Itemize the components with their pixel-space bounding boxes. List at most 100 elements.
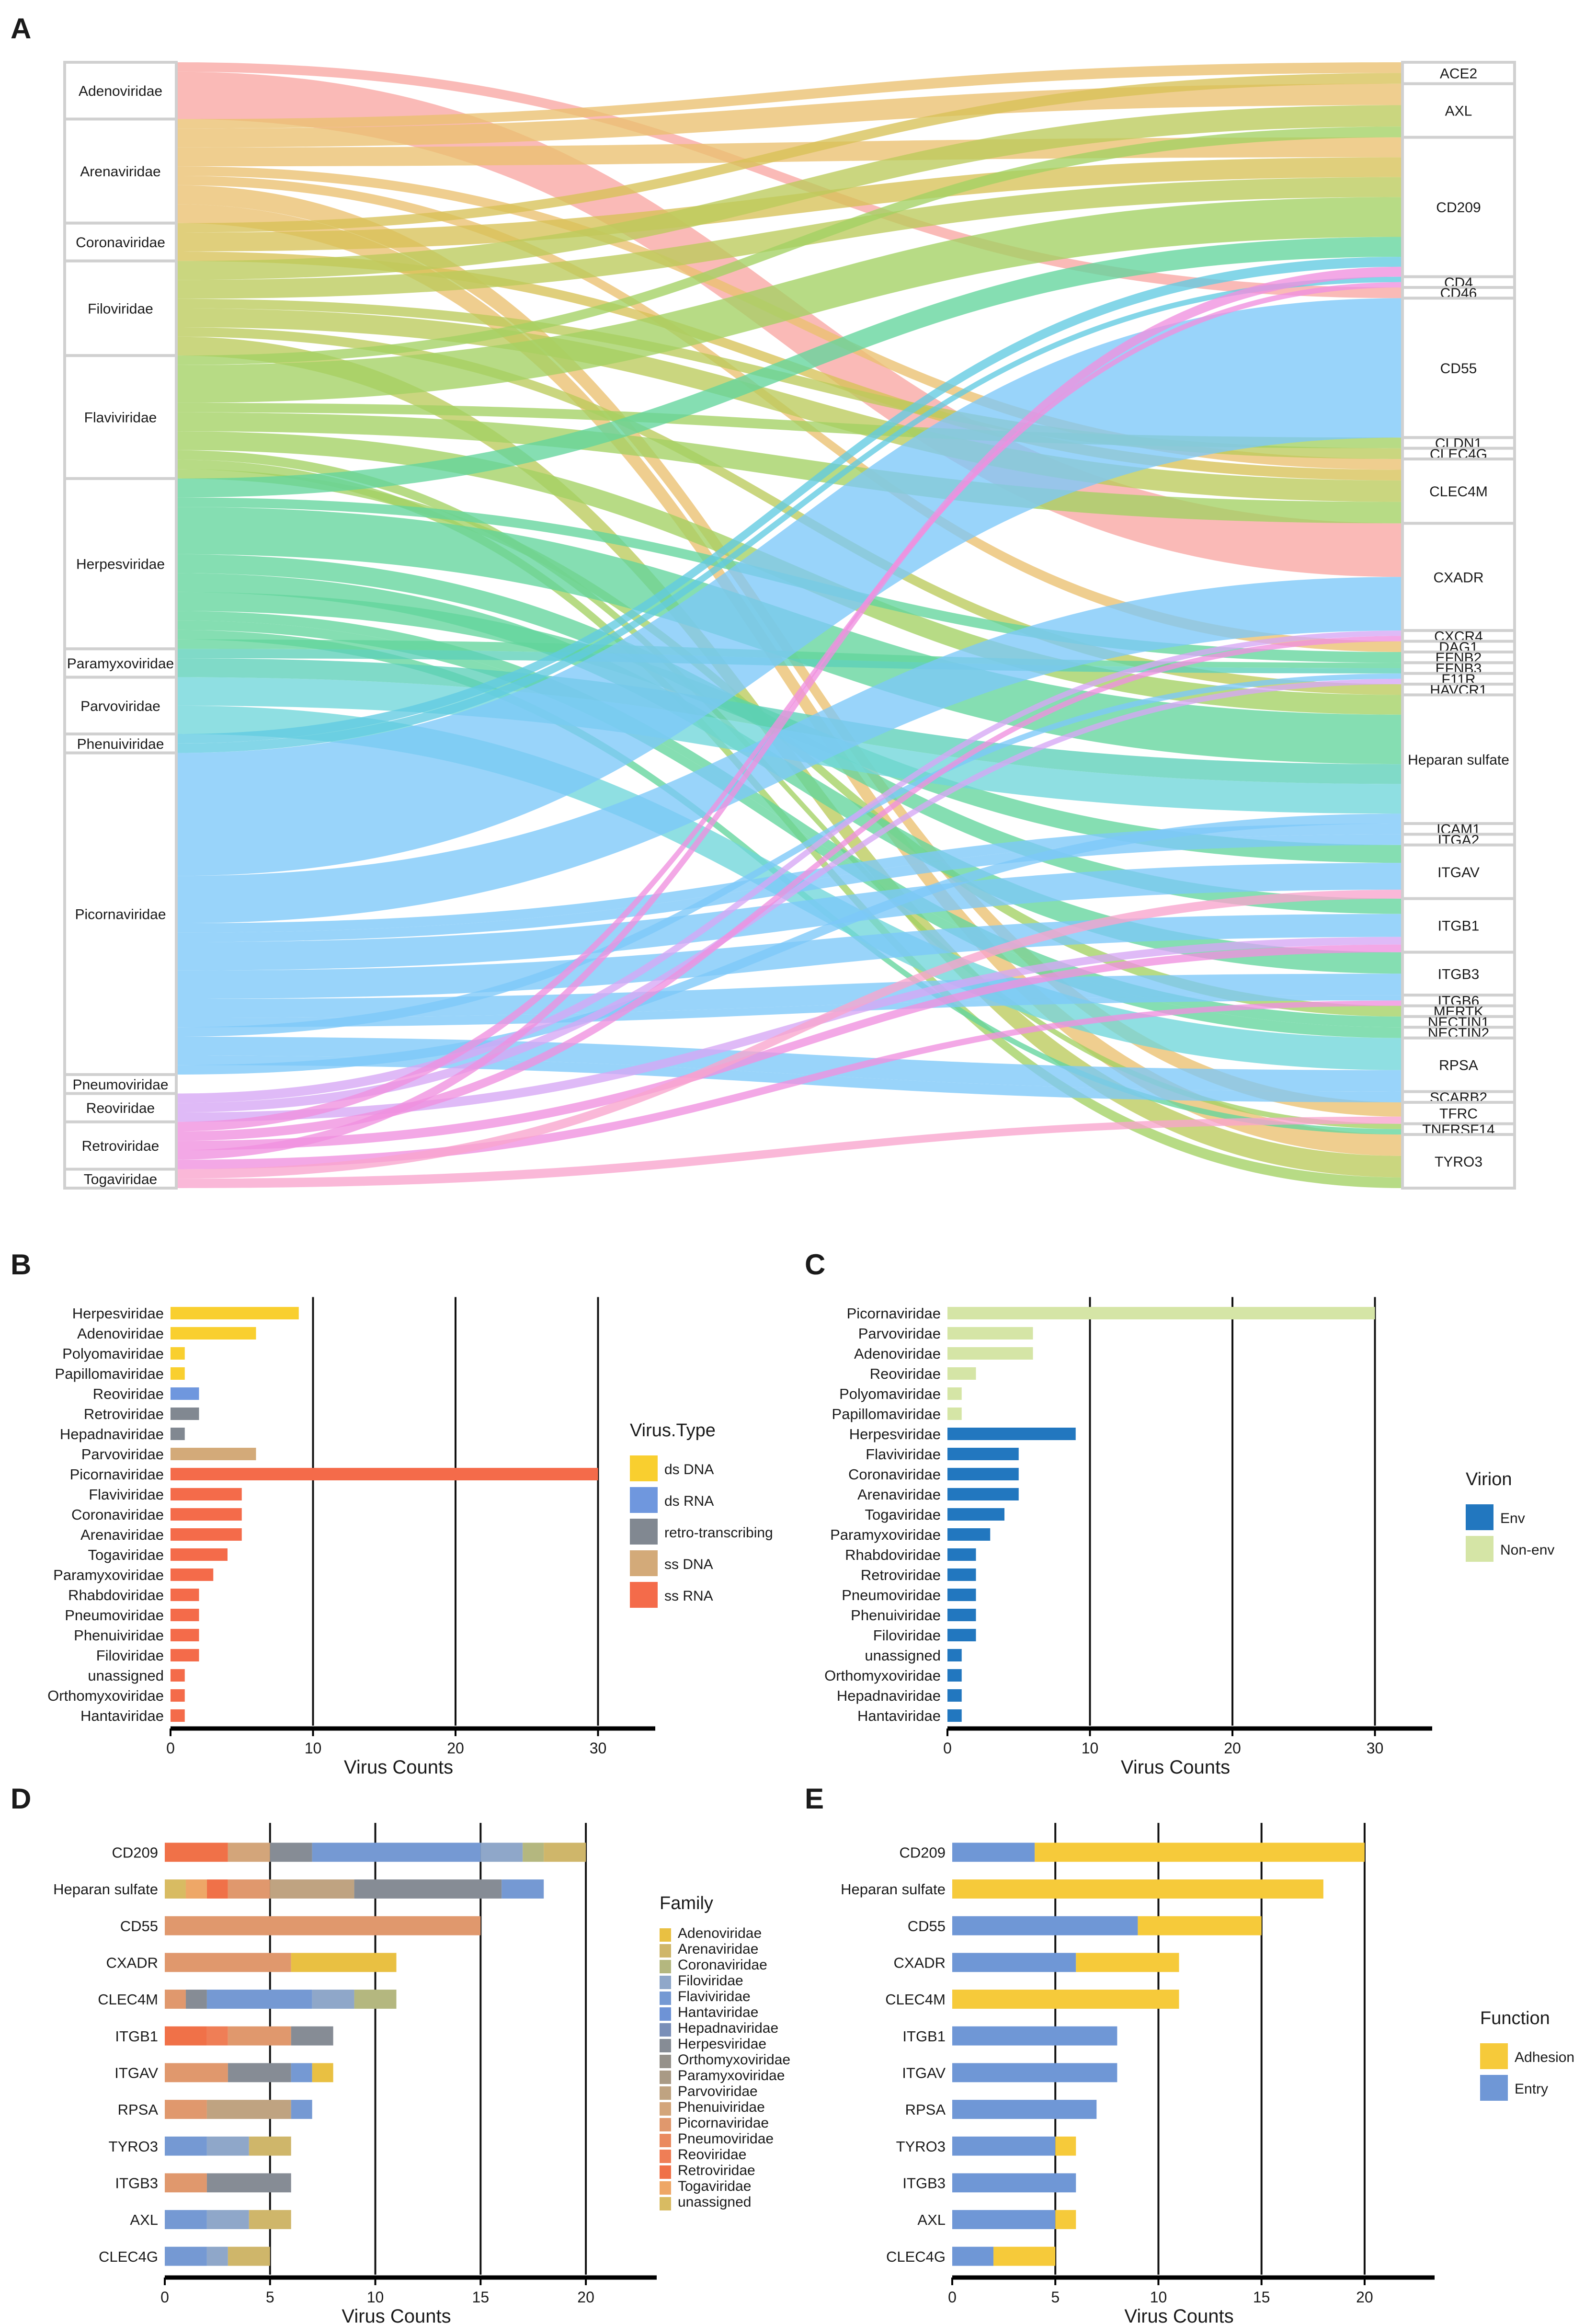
legend-swatch [660, 1992, 671, 2005]
category-label: CLEC4M [885, 1991, 946, 2008]
sankey-link [176, 678, 1402, 1113]
category-label: Heparan sulfate [841, 1881, 946, 1898]
category-label: CLEC4G [886, 2248, 946, 2265]
category-label: ITGB3 [902, 2175, 946, 2191]
bar [947, 1467, 1019, 1481]
legend-title: Virion [1466, 1469, 1512, 1489]
legend: Virus.Type ds DNA ds RNA retro-transcribing… [630, 1420, 773, 1608]
target-node-label: TYRO3 [1435, 1154, 1482, 1170]
bar [947, 1689, 962, 1702]
legend-label: Phenuiviridae [678, 2099, 765, 2115]
bar-segment [1138, 1916, 1262, 1935]
bar-segment [291, 2026, 333, 2046]
bar-segment [291, 2063, 312, 2083]
legend-swatch [660, 2007, 671, 2021]
legend-swatch [660, 2086, 671, 2100]
legend-label: Flaviviridae [678, 1989, 751, 2004]
legend: Function Adhesion Entry [1480, 2008, 1574, 2101]
category-label: AXL [130, 2211, 158, 2228]
legend-label: Coronaviridae [678, 1957, 767, 1973]
sankey-link [176, 630, 1402, 1103]
category-label: Papillomaviridae [832, 1406, 941, 1422]
sankey-link [176, 73, 1402, 233]
legend-label: Adenoviridae [678, 1925, 762, 1941]
category-label: Parvoviridae [858, 1325, 941, 1342]
x-tick-label: 30 [1367, 1740, 1384, 1757]
category-label: Retroviridae [84, 1406, 164, 1422]
category-label: Parvoviridae [81, 1446, 164, 1463]
source-node-label: Retroviridae [82, 1138, 160, 1154]
source-node-label: Phenuiviridae [77, 736, 164, 752]
bar [947, 1447, 1019, 1461]
bar [947, 1367, 976, 1380]
target-node-label: CXADR [1433, 570, 1483, 585]
legend-label: ss DNA [664, 1557, 713, 1572]
category-label: CXADR [106, 1954, 158, 1971]
bar [947, 1508, 1004, 1521]
bar-segment [952, 2136, 1056, 2156]
sankey-link [176, 308, 1402, 502]
target-node [1401, 1133, 1516, 1190]
legend-label: Non-env [1500, 1542, 1554, 1558]
sankey-link [176, 276, 1402, 753]
bar-segment [165, 2173, 207, 2193]
category-label: AXL [917, 2211, 946, 2228]
source-node [63, 477, 178, 651]
bar-segment [952, 2210, 1056, 2229]
x-tick-label: 5 [1051, 2289, 1060, 2306]
legend-label: Arenaviridae [678, 1941, 758, 1957]
sankey-link [176, 83, 1402, 148]
category-label: Paramyxoviridae [53, 1567, 164, 1583]
legend-swatch [630, 1582, 658, 1608]
bar-segment [502, 1879, 544, 1899]
legend-label: Env [1500, 1511, 1525, 1526]
source-node-label: Picornaviridae [75, 906, 166, 922]
bar [171, 1709, 185, 1722]
source-node-label: Parvoviridae [80, 698, 160, 714]
sankey-link [176, 577, 1402, 924]
category-label: Togaviridae [88, 1546, 164, 1563]
category-label: Arenaviridae [80, 1526, 164, 1543]
legend-label: ss RNA [664, 1588, 713, 1604]
x-tick-label: 5 [266, 2289, 274, 2306]
legend-swatch [630, 1487, 658, 1513]
bar [947, 1588, 976, 1602]
bar [947, 1628, 976, 1642]
category-label: Adenoviridae [854, 1345, 941, 1362]
bar-panel-e: CD209 Heparan sulfate CD55 CXADR CLEC4M ITGB1… [841, 1823, 1574, 2324]
category-label: RPSA [905, 2101, 946, 2118]
sankey-link [176, 1000, 1402, 1169]
legend-swatch [660, 2181, 671, 2195]
category-label: Coronaviridae [71, 1506, 164, 1523]
bar-panel-b: Herpesviridae Adenoviridae Polyomaviridae P… [47, 1297, 773, 1778]
sankey-link [176, 611, 1402, 1028]
x-tick-label: 0 [943, 1740, 952, 1757]
source-node-label: Togaviridae [84, 1171, 157, 1187]
category-label: Paramyxoviridae [830, 1526, 941, 1543]
legend-swatch [660, 2150, 671, 2163]
legend: Family AdenoviridaeArenaviridaeCoronaviri… [660, 1893, 790, 2210]
target-node-label: CD55 [1440, 361, 1477, 377]
sankey-link [176, 204, 1402, 1156]
x-tick-label: 20 [577, 2289, 594, 2306]
bar-segment [165, 1990, 186, 2009]
target-node [1401, 897, 1516, 954]
category-label: Hantaviridae [80, 1707, 164, 1724]
bar-segment [952, 2026, 1117, 2046]
target-node [1401, 693, 1516, 825]
bar [947, 1306, 1375, 1320]
legend-swatch [660, 2039, 671, 2052]
bar-segment [952, 2100, 1097, 2119]
legend-swatch [660, 1976, 671, 1989]
sankey-link [176, 863, 1402, 971]
target-node [1401, 1036, 1516, 1093]
sankey-link [176, 412, 1402, 524]
bar-segment [185, 1990, 207, 2009]
source-node-label: Coronaviridae [76, 235, 165, 251]
bar [947, 1709, 962, 1722]
category-label: Herpesviridae [72, 1305, 164, 1322]
target-node [1401, 843, 1516, 900]
sankey-link [176, 973, 1402, 1018]
category-label: Filoviridae [96, 1647, 164, 1664]
